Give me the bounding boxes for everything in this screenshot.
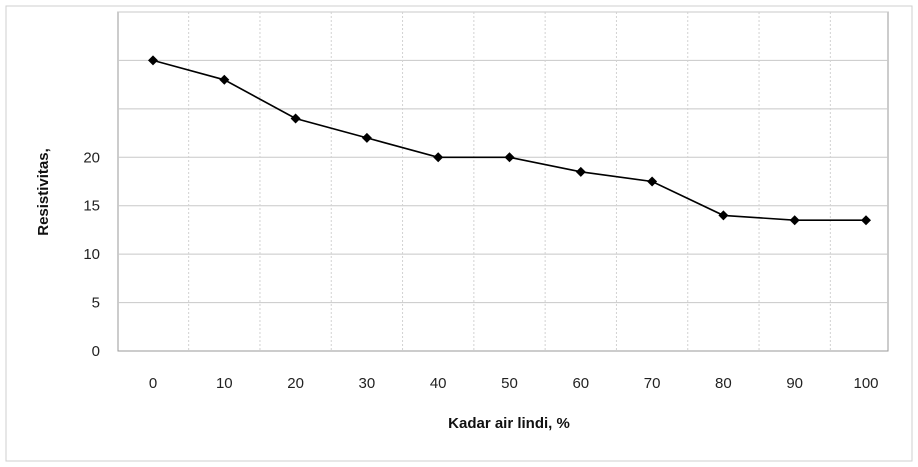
x-tick-label: 60	[572, 375, 589, 392]
x-tick-label: 90	[786, 375, 803, 392]
data-point	[433, 152, 444, 163]
plot-area	[117, 11, 889, 352]
y-tick-label: 15	[83, 198, 100, 215]
data-point	[718, 210, 729, 221]
data-point	[290, 113, 301, 124]
data-point	[361, 132, 372, 143]
data-point	[861, 215, 871, 226]
x-tick-label: 20	[287, 375, 304, 392]
data-point	[789, 215, 800, 226]
x-tick-label: 40	[430, 375, 447, 392]
data-point	[575, 166, 586, 177]
y-axis-title: Resistivitas,	[35, 148, 52, 236]
x-axis-title: Kadar air lindi, %	[448, 415, 570, 432]
x-tick-label: 10	[216, 375, 233, 392]
x-tick-label: 70	[644, 375, 661, 392]
x-tick-label: 80	[715, 375, 732, 392]
x-tick-label: 50	[501, 375, 518, 392]
y-tick-label: 20	[83, 149, 100, 166]
data-point	[148, 55, 158, 66]
y-tick-label: 0	[92, 343, 100, 360]
x-tick-label: 100	[853, 375, 878, 392]
grid-lines	[118, 11, 888, 351]
y-axis-ticks: 0 5 10 15 20	[83, 149, 100, 360]
x-tick-label: 30	[359, 375, 376, 392]
y-tick-label: 5	[92, 295, 100, 312]
x-axis-ticks: 0 10 20 30 40 50 60 70 80 90 100	[149, 375, 879, 392]
data-point	[504, 152, 515, 163]
data-point	[647, 176, 658, 187]
x-tick-label: 0	[149, 375, 157, 392]
y-tick-label: 10	[83, 246, 100, 263]
data-point-markers	[148, 55, 871, 226]
data-point	[219, 74, 230, 85]
chart-frame	[5, 5, 913, 462]
